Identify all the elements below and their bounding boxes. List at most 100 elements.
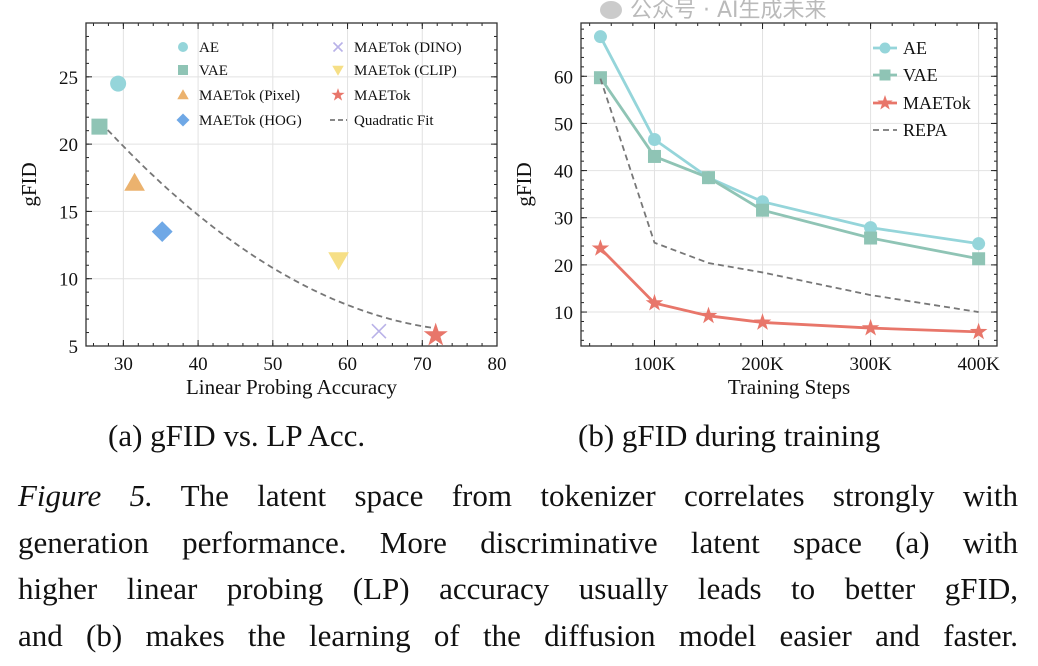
legend-marker bbox=[877, 95, 893, 110]
data-point bbox=[593, 30, 607, 44]
y-tick-label: 25 bbox=[59, 68, 78, 89]
legend-marker bbox=[176, 113, 190, 127]
series-maetok bbox=[591, 239, 988, 340]
point-maetok-dino bbox=[371, 323, 387, 339]
data-point bbox=[591, 239, 610, 256]
data-point-circle bbox=[972, 237, 986, 251]
caption-line-1: Figure 5. The latent space from tokenize… bbox=[18, 473, 1018, 520]
data-point bbox=[647, 149, 661, 163]
y-tick-label: 60 bbox=[554, 67, 573, 88]
legend-b: AE VAE MAETok REPA bbox=[873, 38, 971, 140]
series-line bbox=[599, 76, 979, 261]
legend-marker bbox=[331, 88, 345, 101]
legend-label: MAETok bbox=[354, 88, 411, 104]
x-tick-label: 40 bbox=[189, 354, 208, 375]
point-ae-circle bbox=[110, 75, 127, 92]
legend-label: MAETok (HOG) bbox=[199, 113, 302, 129]
legend-marker bbox=[879, 42, 891, 54]
point-vae bbox=[91, 118, 108, 135]
data-point-circle bbox=[864, 221, 878, 235]
data-point-star bbox=[645, 293, 664, 311]
plot-frame bbox=[580, 22, 998, 347]
data-point bbox=[756, 203, 770, 217]
wechat-icon bbox=[600, 1, 622, 19]
point-maetok-hog bbox=[151, 221, 173, 243]
point-maetok-pixel-triangle bbox=[124, 172, 145, 191]
y-tick-label: 15 bbox=[59, 202, 78, 223]
point-maetok-clip bbox=[328, 252, 349, 271]
data-point bbox=[972, 237, 986, 251]
data-point-star bbox=[861, 318, 880, 336]
point-maetok-clip-triangle bbox=[328, 252, 349, 271]
legend-label: AE bbox=[199, 40, 219, 56]
figure-caption: Figure 5. The latent space from tokenize… bbox=[18, 473, 1018, 659]
data-point bbox=[753, 313, 772, 330]
x-tick-label: 200K bbox=[741, 354, 784, 375]
x-tick-label: 50 bbox=[263, 354, 282, 375]
quadratic-fit-line bbox=[100, 121, 438, 330]
y-tick-label: 5 bbox=[69, 337, 79, 358]
series-vae bbox=[593, 71, 986, 266]
data-point bbox=[647, 132, 661, 146]
data-point bbox=[699, 306, 718, 324]
legend-label: MAETok (Pixel) bbox=[199, 88, 300, 104]
point-maetok-hog-diamond bbox=[151, 221, 173, 243]
y-tick-label: 30 bbox=[554, 209, 573, 230]
data-point bbox=[702, 171, 716, 185]
legend-marker-square bbox=[178, 65, 188, 75]
data-point bbox=[593, 71, 607, 85]
plot-0: 30 40 50 60 70 80 5 10 15 20 25 Linear Probing Accu… bbox=[17, 22, 507, 399]
watermark-text: 公众号 · AI生成未来 bbox=[630, 0, 827, 23]
x-axis-label: Training Steps bbox=[728, 375, 850, 399]
legend-marker-triangle bbox=[332, 65, 344, 76]
y-tick-label: 10 bbox=[554, 303, 573, 324]
data-point bbox=[969, 322, 988, 340]
y-axis-label: gFID bbox=[512, 162, 536, 206]
x-tick-label: 300K bbox=[849, 354, 892, 375]
legend-marker bbox=[879, 69, 891, 81]
legend-marker-circle bbox=[178, 42, 188, 52]
data-point-square bbox=[864, 231, 878, 245]
data-point-star bbox=[699, 306, 718, 324]
point-vae-square bbox=[91, 118, 108, 135]
data-point bbox=[972, 252, 986, 266]
plot-frame bbox=[85, 22, 498, 347]
data-point bbox=[864, 221, 878, 235]
plot-1: 100K 200K 300K 400K 10 20 30 40 50 60 Training Ste… bbox=[512, 22, 1001, 399]
legend-label: VAE bbox=[199, 63, 228, 79]
legend-marker bbox=[178, 42, 188, 52]
series-repa bbox=[599, 78, 979, 313]
legend-label: REPA bbox=[903, 120, 947, 140]
data-point-star bbox=[753, 313, 772, 330]
caption-text: The latent space from tokenizer correlat… bbox=[152, 478, 1018, 513]
x-tick-label: 30 bbox=[114, 354, 133, 375]
x-tick-label: 400K bbox=[958, 354, 1001, 375]
data-point bbox=[864, 231, 878, 245]
series-line bbox=[599, 36, 979, 246]
y-axis-label: gFID bbox=[17, 162, 41, 206]
caption-line-3: higher linear probing (LP) accuracy usua… bbox=[18, 571, 1018, 606]
legend-label: MAETok (CLIP) bbox=[354, 63, 457, 79]
y-tick-label: 20 bbox=[59, 135, 78, 156]
y-tick-label: 40 bbox=[554, 162, 573, 183]
legend-marker bbox=[332, 65, 344, 76]
watermark: 公众号 · AI生成未来 bbox=[600, 0, 827, 22]
legend-marker-x bbox=[332, 41, 344, 53]
caption-line-2: generation performance. More discriminat… bbox=[18, 524, 1018, 560]
legend-label: VAE bbox=[903, 65, 938, 85]
y-tick-label: 10 bbox=[59, 270, 78, 291]
series-line bbox=[599, 78, 979, 313]
legend-marker-triangle bbox=[177, 89, 189, 100]
x-tick-label: 80 bbox=[488, 354, 507, 375]
data-point-square bbox=[972, 252, 986, 266]
data-point-square bbox=[756, 203, 770, 217]
data-point-square bbox=[593, 71, 607, 85]
caption-line-4: and (b) makes the learning of the diffus… bbox=[18, 617, 1018, 653]
series-ae bbox=[593, 30, 986, 251]
legend-label: Quadratic Fit bbox=[354, 113, 434, 129]
caption-label: Figure 5. bbox=[18, 478, 153, 513]
point-maetok-star bbox=[423, 322, 448, 346]
data-point bbox=[861, 318, 880, 336]
data-point-star bbox=[591, 239, 610, 256]
figure-charts: 30 40 50 60 70 80 5 10 15 20 25 Linear Probing Accu… bbox=[17, 22, 1001, 399]
